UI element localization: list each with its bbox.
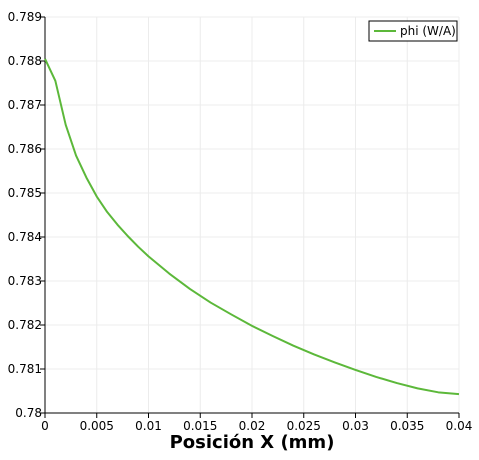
x-tick-label: 0.03 <box>342 419 369 433</box>
y-tick-label: 0.789 <box>8 10 42 24</box>
y-tick-label: 0.787 <box>8 98 42 112</box>
y-tick-label: 0.783 <box>8 274 42 288</box>
y-tick-label: 0.788 <box>8 54 42 68</box>
x-tick-label: 0.035 <box>390 419 424 433</box>
legend-label: phi (W/A) <box>400 24 456 38</box>
x-tick-label: 0 <box>41 419 49 433</box>
y-tick-label: 0.786 <box>8 142 42 156</box>
x-tick-label: 0.005 <box>80 419 114 433</box>
x-tick-label: 0.02 <box>239 419 266 433</box>
x-tick-label: 0.04 <box>446 419 473 433</box>
legend-box <box>368 20 458 42</box>
legend: phi (W/A) <box>368 20 458 42</box>
y-tick-label: 0.784 <box>8 230 42 244</box>
x-axis-label: Posición X (mm) <box>170 432 335 453</box>
y-tick-label: 0.782 <box>8 318 42 332</box>
y-tick-label: 0.785 <box>8 186 42 200</box>
x-tick-label: 0.025 <box>287 419 321 433</box>
x-axis-ticks: 0 0.005 0.01 0.015 0.02 0.025 0.03 0.035 0.04 <box>41 413 472 433</box>
x-tick-label: 0.01 <box>135 419 162 433</box>
y-axis-ticks: 0.78 0.781 0.782 0.783 0.784 0.785 0.786 0.787 0… <box>8 10 45 420</box>
y-tick-label: 0.78 <box>15 406 42 420</box>
series-group <box>44 58 460 396</box>
y-tick-label: 0.781 <box>8 362 42 376</box>
x-tick-label: 0.015 <box>183 419 217 433</box>
series-line-phi <box>44 58 460 396</box>
